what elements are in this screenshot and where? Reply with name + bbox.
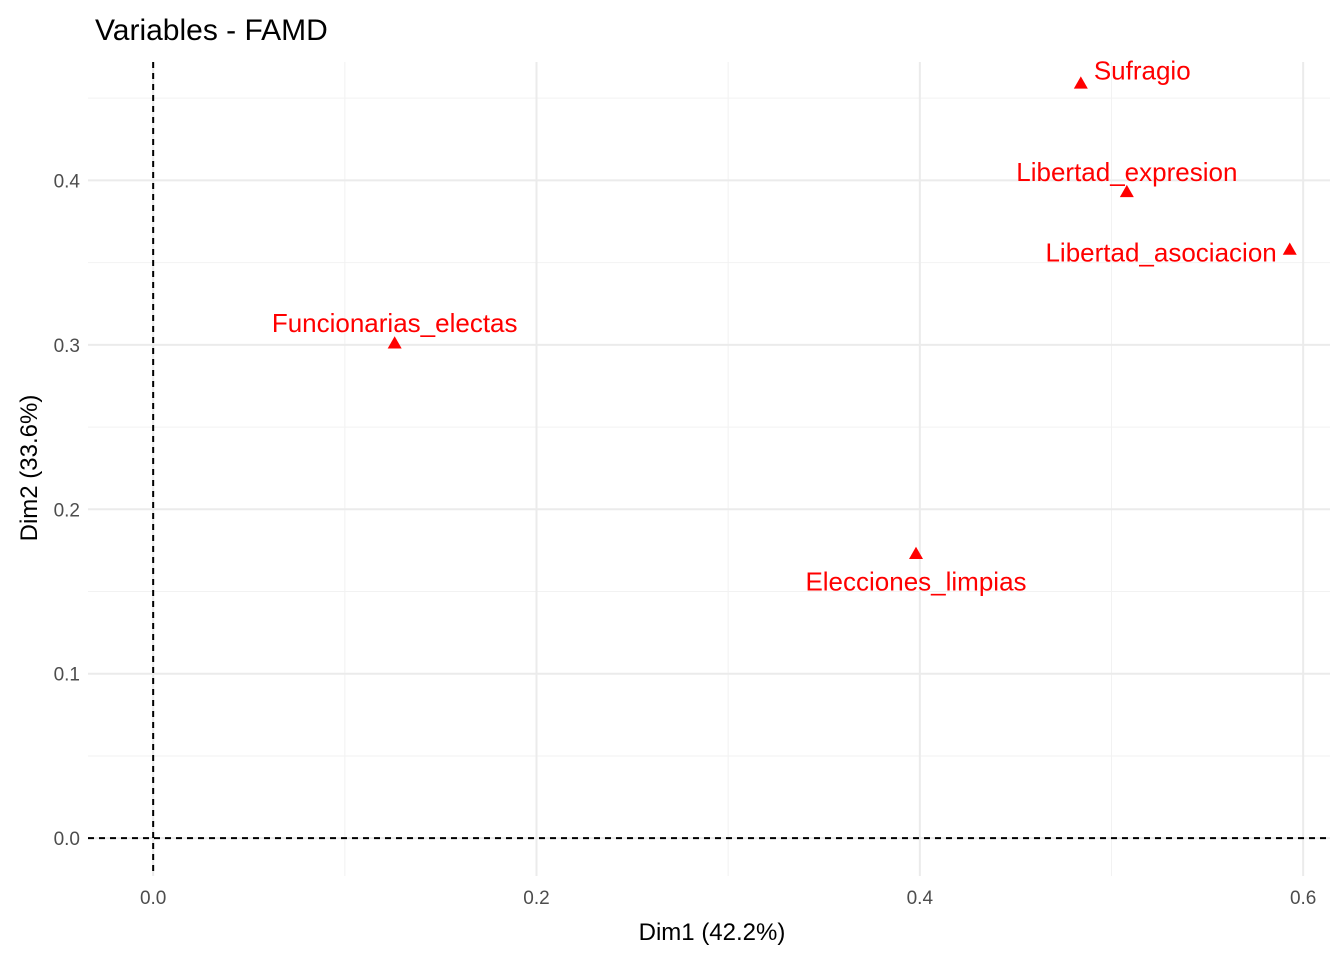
x-tick-label: 0.0: [140, 888, 166, 909]
point-label: Funcionarias_electas: [272, 308, 518, 338]
x-axis-ticks: 0.0 0.2 0.4 0.6: [140, 888, 1316, 909]
chart-title: Variables - FAMD: [95, 14, 328, 47]
x-tick-label: 0.6: [1290, 888, 1316, 909]
minor-grid: [88, 62, 1330, 876]
y-tick-label: 0.1: [54, 665, 80, 686]
y-tick-label: 0.4: [54, 171, 81, 192]
y-tick-label: 0.2: [54, 500, 80, 521]
point-label: Sufragio: [1094, 55, 1191, 85]
x-axis-label: Dim1 (42.2%): [639, 919, 786, 946]
y-axis-label: Dim2 (33.6%): [16, 395, 43, 542]
data-points: [387, 76, 1297, 559]
point-label: Elecciones_limpias: [805, 567, 1026, 597]
data-labels: Sufragio Libertad_expresion Libertad_asoci…: [272, 55, 1277, 596]
point-marker: [1282, 242, 1297, 255]
y-axis-ticks: 0.0 0.1 0.2 0.3 0.4: [54, 171, 81, 850]
y-tick-label: 0.0: [54, 829, 80, 850]
point-label: Libertad_expresion: [1016, 157, 1237, 187]
point-marker: [387, 336, 402, 349]
x-tick-label: 0.4: [907, 888, 934, 909]
reference-lines: [88, 62, 1330, 876]
x-tick-label: 0.2: [523, 888, 549, 909]
point-label: Libertad_asociacion: [1045, 237, 1276, 267]
point-marker: [909, 546, 923, 559]
point-marker: [1073, 76, 1088, 89]
point-marker: [1119, 184, 1134, 198]
y-tick-label: 0.3: [54, 336, 80, 357]
